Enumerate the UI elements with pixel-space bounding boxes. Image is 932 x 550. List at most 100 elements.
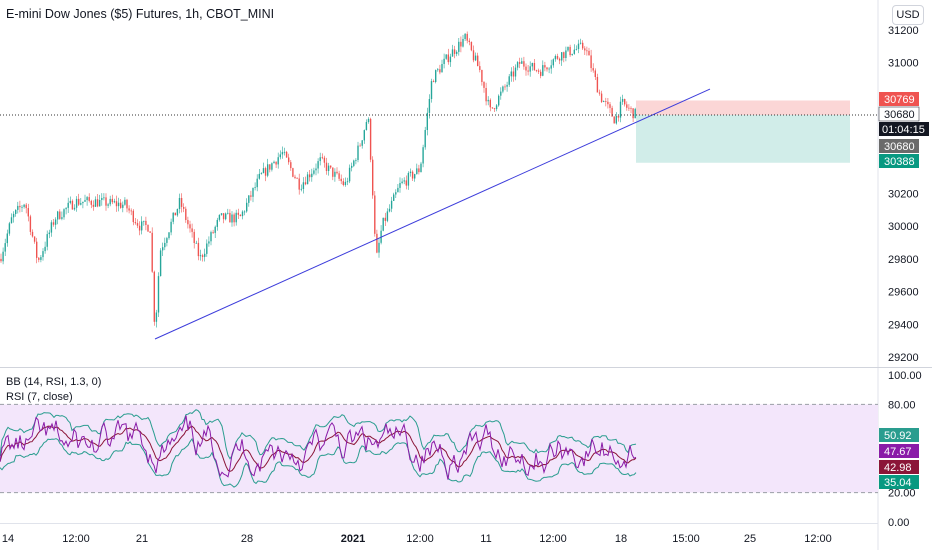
candle-body: [516, 62, 519, 68]
candle-body: [252, 188, 254, 197]
candle-body: [296, 177, 298, 179]
candle-body: [470, 42, 473, 51]
candle-body: [271, 163, 273, 170]
candle-body: [92, 204, 95, 207]
price-label-last: 30680: [878, 106, 920, 122]
candle-body: [180, 198, 183, 207]
candle-body: [73, 207, 76, 210]
rsi-pane[interactable]: [0, 403, 878, 494]
currency-button[interactable]: USD: [892, 5, 924, 25]
candle-body: [120, 202, 122, 208]
candle-body: [571, 53, 573, 55]
candle-body: [306, 174, 309, 185]
candle-body: [27, 208, 29, 217]
candle-body: [456, 51, 458, 54]
candle-body: [603, 101, 605, 102]
candle-body: [50, 222, 53, 233]
candle-body: [540, 71, 542, 76]
candle-body: [141, 221, 143, 231]
candle-body: [189, 224, 191, 229]
candle-body: [537, 70, 540, 72]
candle-body: [46, 234, 48, 247]
candle-body: [204, 253, 206, 257]
candle-body: [19, 205, 21, 208]
candle-body: [275, 161, 277, 165]
candle-body: [71, 200, 74, 210]
candle-body: [372, 159, 374, 196]
candle-body: [29, 216, 32, 232]
candle-body: [472, 50, 475, 61]
candle-body: [401, 181, 403, 183]
candle-body: [115, 201, 118, 207]
stop-loss-zone[interactable]: [636, 100, 850, 116]
rsi-axis[interactable]: 100.00 80.00 20.00 0.00: [888, 370, 922, 529]
candle-body: [533, 63, 536, 71]
candle-body: [90, 200, 92, 205]
candle-body: [498, 95, 500, 106]
candle-body: [552, 59, 554, 66]
time-axis[interactable]: 14 12:00 21 28 2021 12:00 11 12:00 18 15:00 25 12:0…: [2, 533, 832, 545]
rsi-label-basis-text: 42.98: [884, 462, 912, 474]
candle-body: [130, 210, 132, 212]
candle-body: [437, 69, 439, 71]
time-tick-label: 14: [2, 533, 14, 545]
candle-body: [619, 101, 622, 118]
candle-body: [439, 69, 441, 73]
candle-body: [185, 208, 187, 220]
time-tick-label: 12:00: [539, 533, 567, 545]
candle-body: [174, 212, 176, 216]
candle-body: [495, 105, 498, 110]
rsi-indicator-label[interactable]: RSI (7, close): [6, 391, 73, 403]
price-label-stop: 30769: [879, 92, 919, 106]
candle-body: [229, 212, 231, 223]
candle-body: [54, 219, 57, 225]
candle-body: [607, 101, 609, 105]
price-tick-label: 29200: [888, 352, 919, 364]
candle-body: [313, 170, 315, 174]
candle-body: [157, 276, 160, 313]
candle-body: [40, 257, 42, 260]
rsi-tick-label: 80.00: [888, 399, 916, 411]
price-axis[interactable]: 3120031000308003060030400302003000029800…: [888, 25, 919, 364]
candle-body: [101, 198, 103, 200]
candle-body: [336, 171, 338, 174]
candle-body: [611, 107, 613, 117]
take-profit-zone[interactable]: [636, 115, 850, 163]
candle-body: [69, 200, 71, 203]
bb-indicator-label[interactable]: BB (14, RSI, 1.3, 0): [6, 376, 102, 388]
candle-body: [340, 178, 342, 182]
candle-body: [405, 180, 407, 186]
candle-body: [151, 232, 153, 272]
candle-body: [355, 160, 357, 161]
candle-body: [80, 203, 82, 205]
candle-body: [617, 116, 620, 118]
candle-body: [428, 99, 431, 113]
candle-body: [407, 173, 410, 186]
candle-body: [531, 63, 533, 67]
candle-body: [262, 168, 265, 174]
candle-body: [96, 199, 99, 207]
trendline[interactable]: [154, 88, 711, 340]
candle-body: [334, 171, 336, 177]
candle-body: [466, 33, 468, 41]
price-pane[interactable]: [0, 31, 878, 340]
candle-body: [596, 77, 599, 93]
time-tick-label: 12:00: [804, 533, 832, 545]
candle-body: [147, 225, 149, 232]
candle-body: [586, 50, 588, 52]
candle-body: [430, 81, 433, 99]
candle-body: [626, 104, 628, 108]
candle-body: [615, 116, 617, 124]
time-tick-label: 2021: [341, 533, 365, 545]
candle-body: [166, 238, 168, 243]
candle-body: [416, 168, 418, 175]
candle-body: [290, 162, 292, 169]
candle-body: [67, 202, 69, 208]
candle-body: [8, 223, 11, 234]
candle-body: [63, 209, 65, 218]
candle-body: [243, 211, 246, 213]
candle-body: [351, 165, 353, 168]
candle-body: [630, 108, 632, 109]
candle-body: [609, 104, 611, 108]
